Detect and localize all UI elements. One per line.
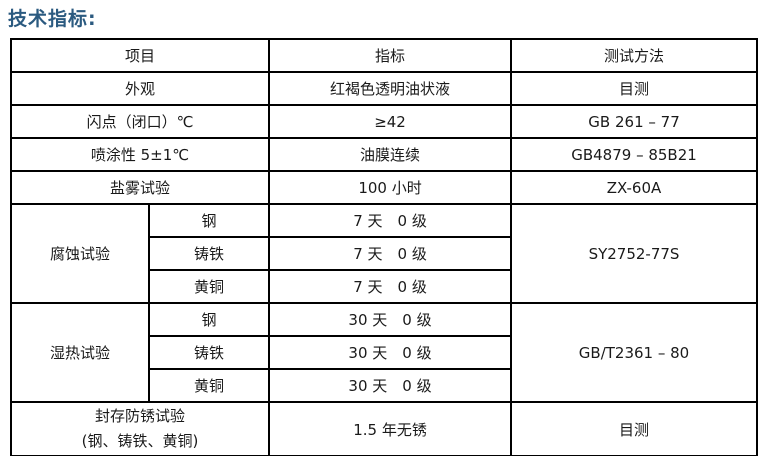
table-row-sprayability: 喷涂性 5±1℃ 油膜连续 GB4879 – 85B21 bbox=[9, 137, 759, 172]
cell-method: GB 261 – 77 bbox=[510, 104, 759, 139]
cell-spec: 7 天 0 级 bbox=[268, 236, 513, 271]
header-cell-spec: 指标 bbox=[268, 38, 513, 73]
cell-item: 闪点（闭口）℃ bbox=[9, 104, 271, 139]
table-row-corrosion-cast-iron: 铸铁 7 天 0 级 bbox=[11, 236, 757, 271]
cell-item: 喷涂性 5±1℃ bbox=[9, 137, 271, 172]
cell-spec: 30 天 0 级 bbox=[268, 368, 513, 403]
seal-rust-label-line2: (钢、铸铁、黄铜) bbox=[81, 432, 199, 450]
cell-spec: 7 天 0 级 bbox=[268, 269, 513, 304]
table-row-damp-heat-brass: 黄铜 30 天 0 级 bbox=[11, 368, 757, 403]
table-row-damp-heat-steel: 湿热试验 钢 30 天 0 级 GB/T2361 – 80 bbox=[10, 302, 759, 403]
cell-material: 钢 bbox=[147, 302, 271, 337]
cell-group-item: 腐蚀试验 bbox=[10, 203, 150, 304]
cell-method: ZX-60A bbox=[510, 170, 759, 205]
cell-material: 黄铜 bbox=[147, 269, 271, 304]
header-cell-method: 测试方法 bbox=[510, 38, 759, 73]
cell-group-method: SY2752-77S bbox=[510, 203, 759, 304]
table-row-flash-point: 闪点（闭口）℃ ≥42 GB 261 – 77 bbox=[9, 104, 759, 139]
cell-spec: 油膜连续 bbox=[268, 137, 513, 172]
cell-item: 盐雾试验 bbox=[9, 170, 271, 205]
cell-spec: 30 天 0 级 bbox=[268, 302, 513, 337]
cell-spec: 7 天 0 级 bbox=[268, 203, 513, 238]
cell-spec: 红褐色透明油状液 bbox=[268, 71, 513, 106]
table-row-corrosion-brass: 黄铜 7 天 0 级 bbox=[11, 269, 757, 304]
table-row-damp-heat-cast-iron: 铸铁 30 天 0 级 bbox=[11, 335, 757, 370]
cell-group-method: GB/T2361 – 80 bbox=[510, 302, 759, 403]
cell-item: 外观 bbox=[9, 71, 271, 106]
cell-method: 目测 bbox=[510, 71, 759, 106]
spec-table: 项目 指标 测试方法 外观 红褐色透明油状液 目测 闪点（闭口）℃ ≥42 GB… bbox=[9, 38, 759, 456]
cell-material: 黄铜 bbox=[147, 368, 271, 403]
cell-material: 铸铁 bbox=[147, 335, 271, 370]
table-row-salt-spray: 盐雾试验 100 小时 ZX-60A bbox=[9, 170, 759, 205]
cell-spec: ≥42 bbox=[268, 104, 513, 139]
table-header-row: 项目 指标 测试方法 bbox=[9, 38, 759, 73]
table-row-seal-rust: 封存防锈试验 (钢、铸铁、黄铜) 1.5 年无锈 目测 bbox=[9, 401, 759, 456]
header-cell-item: 项目 bbox=[9, 38, 271, 73]
cell-group-item: 湿热试验 bbox=[10, 302, 150, 403]
table-row-appearance: 外观 红褐色透明油状液 目测 bbox=[9, 71, 759, 106]
cell-spec: 100 小时 bbox=[268, 170, 513, 205]
page-title: 技术指标: bbox=[8, 8, 97, 30]
cell-spec: 30 天 0 级 bbox=[268, 335, 513, 370]
cell-material: 钢 bbox=[147, 203, 271, 238]
cell-spec: 1.5 年无锈 bbox=[268, 401, 513, 456]
cell-item: 封存防锈试验 (钢、铸铁、黄铜) bbox=[9, 401, 271, 456]
cell-material: 铸铁 bbox=[147, 236, 271, 271]
cell-method: GB4879 – 85B21 bbox=[510, 137, 759, 172]
cell-method: 目测 bbox=[510, 401, 759, 456]
table-row-corrosion-steel: 腐蚀试验 钢 7 天 0 级 SY2752-77S bbox=[10, 203, 759, 304]
seal-rust-label-line1: 封存防锈试验 bbox=[95, 407, 186, 425]
